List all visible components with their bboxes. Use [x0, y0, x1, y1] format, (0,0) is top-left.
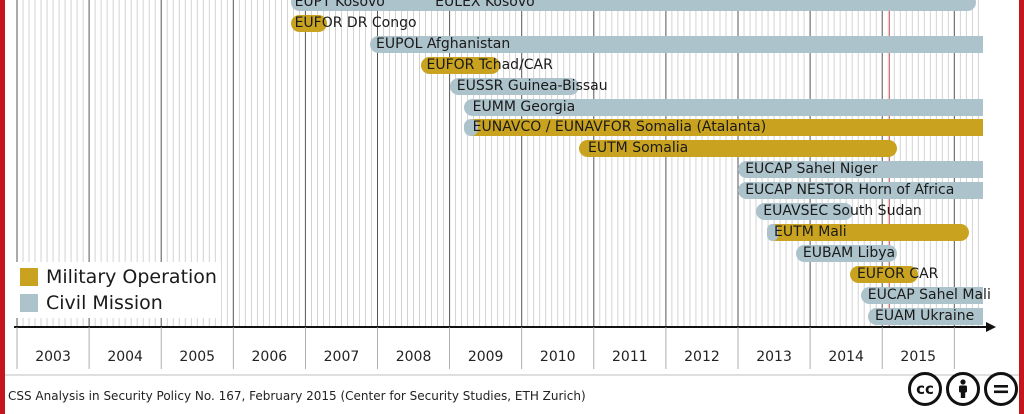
mission-label: EUFOR DR Congo — [294, 14, 417, 31]
mission-bar — [738, 161, 984, 179]
mission-bar — [290, 0, 436, 11]
mission-bar — [579, 140, 897, 158]
x-tick-label: 2011 — [612, 349, 648, 365]
mission-label: EUTM Mali — [774, 223, 847, 240]
mission-label: EUTM Somalia — [588, 140, 689, 157]
x-tick-label: 2004 — [107, 349, 143, 365]
legend-swatch-civil — [20, 294, 38, 312]
legend-label-military: Military Operation — [46, 266, 217, 288]
mission-label: EUPOL Afghanistan — [376, 35, 511, 52]
legend-swatch-military — [20, 268, 38, 286]
mission-bar — [766, 223, 969, 241]
x-tick-label: 2009 — [468, 349, 504, 365]
frame-right-border — [1019, 0, 1024, 414]
mission-label: EUCAP Sahel Niger — [745, 161, 878, 178]
mission-bar — [420, 56, 501, 74]
mission-bar — [464, 119, 984, 137]
x-tick-label: 2005 — [179, 349, 215, 365]
mission-bar — [464, 98, 984, 116]
x-tick-label: 2006 — [252, 349, 288, 365]
mission-bar-prefix — [464, 119, 479, 137]
legend-item-civil: Civil Mission — [20, 290, 217, 316]
x-tick-label: 2008 — [396, 349, 432, 365]
x-tick-label: 2012 — [684, 349, 720, 365]
mission-label: EUNAVCO / EUNAVFOR Somalia (Atalanta) — [472, 119, 767, 136]
x-tick-label: 2003 — [35, 349, 71, 365]
frame-left-border — [0, 0, 5, 414]
x-tick-label: 2013 — [756, 349, 792, 365]
cc-icon[interactable]: cc — [908, 372, 942, 406]
x-tick-label: 2010 — [540, 349, 576, 365]
x-tick-label: 2014 — [828, 349, 864, 365]
mission-bar-prefix — [766, 223, 778, 241]
mission-label: EUAVSEC South Sudan — [763, 203, 922, 219]
mission-label: EUCAP NESTOR Horn of Africa — [745, 182, 955, 199]
x-axis-arrow — [986, 322, 996, 332]
license-badges[interactable]: cc — [908, 372, 1018, 406]
mission-bar — [420, 0, 976, 11]
mission-bar — [370, 35, 984, 53]
x-tick-label: 2015 — [900, 349, 936, 365]
mission-label: EUAM Ukraine — [874, 307, 975, 324]
mission-bar — [795, 244, 897, 262]
mission-bar — [867, 307, 984, 325]
source-citation: CSS Analysis in Security Policy No. 167,… — [8, 389, 586, 403]
legend-label-civil: Civil Mission — [46, 292, 163, 314]
x-tick-label: 2007 — [324, 349, 360, 365]
mission-label: EUMM Georgia — [472, 98, 576, 115]
mission-label: EUFOR CAR — [856, 265, 939, 282]
mission-label: EUBAM Libya — [802, 244, 896, 261]
no-derivatives-icon[interactable] — [984, 372, 1018, 406]
mission-label: EUSSR Guinea-Bissau — [456, 77, 608, 94]
mission-bar — [756, 203, 854, 220]
mission-label: EUPT Kosovo — [294, 0, 385, 10]
mission-label: EULEX Kosovo — [435, 0, 535, 10]
legend-item-military: Military Operation — [20, 264, 217, 290]
mission-bar — [290, 14, 328, 32]
mission-label: EUCAP Sahel Mali — [867, 286, 991, 303]
attribution-icon[interactable] — [946, 372, 980, 406]
mission-bar — [449, 77, 580, 95]
mission-label: EUFOR Tchad/CAR — [426, 56, 553, 73]
mission-bar — [860, 286, 984, 304]
legend: Military Operation Civil Mission — [16, 262, 221, 318]
mission-bar — [738, 182, 984, 200]
mission-bar — [849, 265, 919, 283]
